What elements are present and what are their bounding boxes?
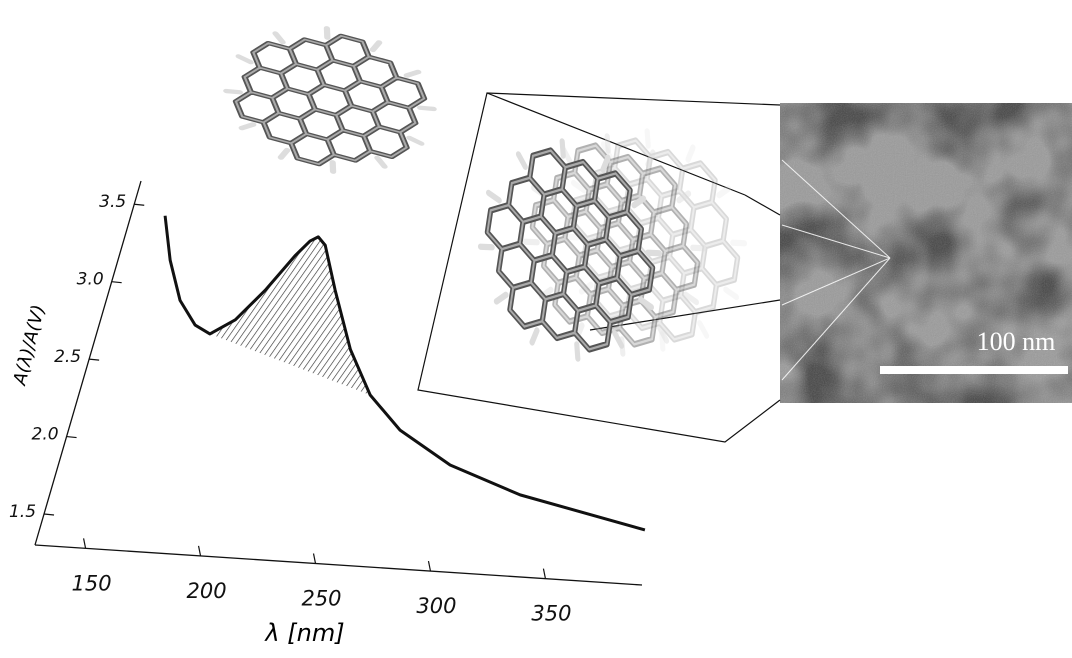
y-tick [43,513,55,516]
scale-bar [880,366,1068,374]
hydrogen-bond [529,327,540,346]
hydrogen-bond [522,238,540,246]
x-tick [542,568,547,579]
hydrogen-bond [235,54,254,65]
hydrogen-bond [600,141,613,160]
hydrogen-bond [277,147,291,160]
x-tick [427,560,432,572]
hydrogen-bond [515,151,528,170]
y-tick [111,281,122,284]
y-tick-label: 3.0 [77,270,104,290]
hydrogen-bond [493,291,509,305]
molecules [223,26,748,362]
hydrogen-bond [730,239,748,247]
hydrogen-bond [600,154,611,173]
y-tick-label: 3.5 [99,192,126,212]
x-tick-label: 300 [416,594,456,618]
graphene-sheet [477,138,663,362]
x-tick-label: 350 [531,602,571,626]
box-frame [417,92,781,443]
x-tick-label: 250 [301,586,341,610]
hydrogen-bond [486,189,502,204]
hydrogen-bond [716,185,732,199]
hydrogen-bond [477,243,495,251]
hydrogen-bond [559,138,566,159]
hydrogen-bond [272,31,286,45]
hydrogen-bond [223,88,243,95]
hydrogen-bond [238,122,257,131]
scale-bar-label: 100 nm [977,327,1056,356]
graphene-sheet [223,26,437,174]
hydrogen-bond [645,149,656,168]
y-tick-label: 2.5 [54,347,81,367]
hydrogen-bond [374,155,388,169]
hydrogen-bond [578,281,594,295]
y-tick [134,203,145,206]
hydrogen-bond [604,133,611,154]
y-axis [34,180,142,546]
graphene-sheet [562,128,748,352]
hydrogen-bond [571,179,587,194]
hydrogen-bond [645,249,663,257]
bonds-highlight [234,35,426,165]
bonds-highlight [486,149,654,351]
tem-image: 100 nm [780,103,1072,403]
x-axis-title: λ [nm] [263,619,344,647]
hydrogen-bond [406,135,425,146]
x-tick-label: 150 [72,571,112,595]
y-tick-label: 1.5 [9,502,36,522]
hydrogen-bond [659,331,666,352]
hydrogen-bond [369,40,383,53]
hydrogen-bond [685,144,696,163]
x-tick [197,545,202,557]
hydrogen-bond [697,320,710,339]
hydrogen-bond [417,105,437,112]
hydrogen-bond [562,233,580,241]
x-tick [312,553,317,564]
x-axis [34,544,643,586]
hydrogen-bond [329,160,337,174]
hydrogen-bond [323,26,331,40]
hydrogen-bond [683,291,699,306]
hydrogen-bond [631,195,647,209]
hydrogen-bond [676,190,692,204]
x-tick-label: 200 [186,579,226,603]
hydrogen-bond [574,341,581,362]
hatched-band [209,236,371,396]
hydrogen-bond [644,128,651,149]
x-tick [82,538,87,549]
hydrogen-bond [612,330,625,349]
hydrogen-bond [403,69,422,78]
hydrogen-bond [657,325,670,344]
y-tick-label: 2.0 [32,425,59,445]
y-tick [89,358,100,361]
hydrogen-bond [723,286,739,301]
hydrogen-bond [690,244,708,252]
hydrogen-bond [638,296,654,311]
y-tick [66,435,77,439]
hydrogen-bond [614,317,625,336]
bonds [232,33,428,167]
y-axis-title: A(λ)/A(V) [9,303,49,388]
spectrum-line [163,215,646,532]
